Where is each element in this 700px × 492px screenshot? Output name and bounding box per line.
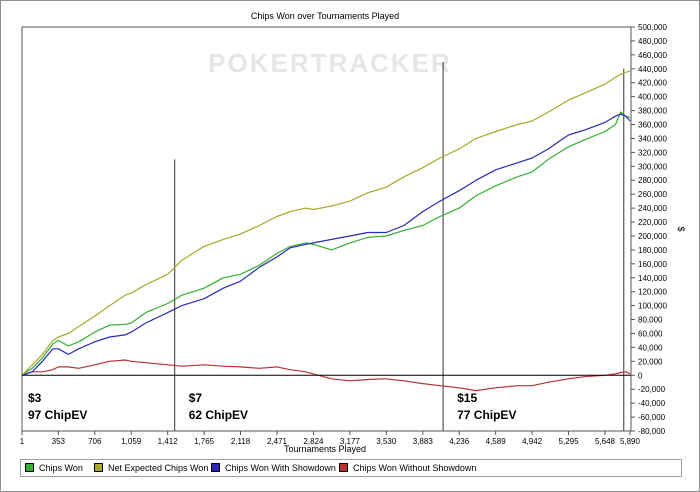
y-tick-label: -20,000	[638, 385, 666, 394]
legend-item-with-showdown: Chips Won With Showdown	[211, 462, 336, 474]
legend-swatch	[94, 463, 103, 472]
y-tick-label: 480,000	[638, 37, 667, 46]
x-tick-label: 5,648	[595, 437, 616, 446]
legend-label: Net Expected Chips Won	[108, 463, 209, 473]
annotation-labels: $3 97 ChipEV $7 62 ChipEV $15 77 ChipEV	[28, 391, 516, 422]
y-tick-label: 360,000	[638, 121, 667, 130]
x-tick-label: 3,177	[340, 437, 361, 446]
plot-area	[21, 26, 632, 432]
y-tick-label: 340,000	[638, 134, 667, 143]
x-tick-label: 3,530	[376, 437, 397, 446]
y-tick-label: 200,000	[638, 232, 667, 241]
y-axis: 500,000 480,000 460,000 440,000 420,000 400,0…	[631, 23, 667, 436]
legend-swatch	[211, 463, 220, 472]
y-tick-label: 380,000	[638, 107, 667, 116]
x-tick-label: 2,471	[267, 437, 288, 446]
y-tick-label: 420,000	[638, 79, 667, 88]
watermark: POKERTRACKER	[208, 48, 452, 78]
y-tick-label: -60,000	[638, 413, 666, 422]
x-tick-label: 4,589	[486, 437, 507, 446]
y-tick-label: 0	[638, 371, 643, 380]
series-line	[21, 70, 631, 376]
y-tick-label: 180,000	[638, 246, 667, 255]
series-line	[21, 113, 631, 376]
y-tick-label: 460,000	[638, 51, 667, 60]
y-tick-label: 40,000	[638, 343, 663, 352]
x-tick-label: 706	[88, 437, 102, 446]
chart-title: Chips Won over Tournaments Played	[251, 11, 399, 21]
x-tick-label: 1,412	[158, 437, 179, 446]
x-tick-label: 4,942	[522, 437, 543, 446]
y-tick-label: 60,000	[638, 329, 663, 338]
y-tick-label: 140,000	[638, 274, 667, 283]
y-tick-label: 500,000	[638, 23, 667, 32]
legend-swatch	[339, 463, 348, 472]
x-tick-label: 2,824	[303, 437, 324, 446]
x-tick-label: 3,883	[413, 437, 434, 446]
y-tick-label: -40,000	[638, 399, 666, 408]
x-axis-label: Tournaments Played	[284, 444, 366, 454]
legend-item-net-expected: Net Expected Chips Won	[94, 462, 208, 474]
y-axis-label: $	[676, 226, 686, 231]
x-tick-label: 1,059	[121, 437, 142, 446]
annotation-stake: $3	[28, 391, 42, 405]
legend-label: Chips Won	[39, 463, 83, 473]
y-tick-label: 120,000	[638, 288, 667, 297]
x-tick-label: 2,118	[231, 437, 251, 446]
annotation-stake: $7	[189, 391, 203, 405]
y-tick-label: 100,000	[638, 302, 667, 311]
y-tick-label: 220,000	[638, 218, 667, 227]
legend-label: Chips Won Without Showdown	[353, 463, 477, 473]
y-tick-label: 280,000	[638, 176, 667, 185]
y-tick-label: 400,000	[638, 93, 667, 102]
legend-item-chips-won: Chips Won	[25, 462, 83, 474]
y-tick-label: 80,000	[638, 316, 663, 325]
x-axis: 1 353 706 1,059 1,412 1,765 2,118 2,471 2,824 3,1…	[20, 431, 641, 446]
series-group	[21, 70, 631, 392]
x-tick-label: 1	[20, 437, 25, 446]
legend-item-without-showdown: Chips Won Without Showdown	[339, 462, 476, 474]
annotation-chipev: 97 ChipEV	[28, 408, 87, 422]
annotation-lines	[174, 61, 625, 431]
x-tick-label: 5,295	[559, 437, 580, 446]
y-tick-label: 240,000	[638, 204, 667, 213]
legend: Chips Won Net Expected Chips Won Chips W…	[20, 459, 682, 477]
y-tick-label: 20,000	[638, 357, 663, 366]
y-tick-label: 300,000	[638, 162, 667, 171]
x-tick-label: 1,765	[194, 437, 215, 446]
legend-swatch	[25, 463, 34, 472]
series-line	[21, 359, 631, 392]
y-tick-label: 260,000	[638, 190, 667, 199]
y-tick-label: 440,000	[638, 65, 667, 74]
y-tick-label: 320,000	[638, 148, 667, 157]
y-tick-label: 160,000	[638, 260, 667, 269]
x-tick-label: 5,890	[620, 437, 641, 446]
annotation-chipev: 62 ChipEV	[189, 408, 248, 422]
y-tick-label: -80,000	[638, 427, 666, 436]
annotation-chipev: 77 ChipEV	[457, 408, 516, 422]
x-tick-label: 353	[52, 437, 66, 446]
annotation-stake: $15	[457, 391, 477, 405]
legend-label: Chips Won With Showdown	[225, 463, 336, 473]
x-tick-label: 4,236	[449, 437, 470, 446]
